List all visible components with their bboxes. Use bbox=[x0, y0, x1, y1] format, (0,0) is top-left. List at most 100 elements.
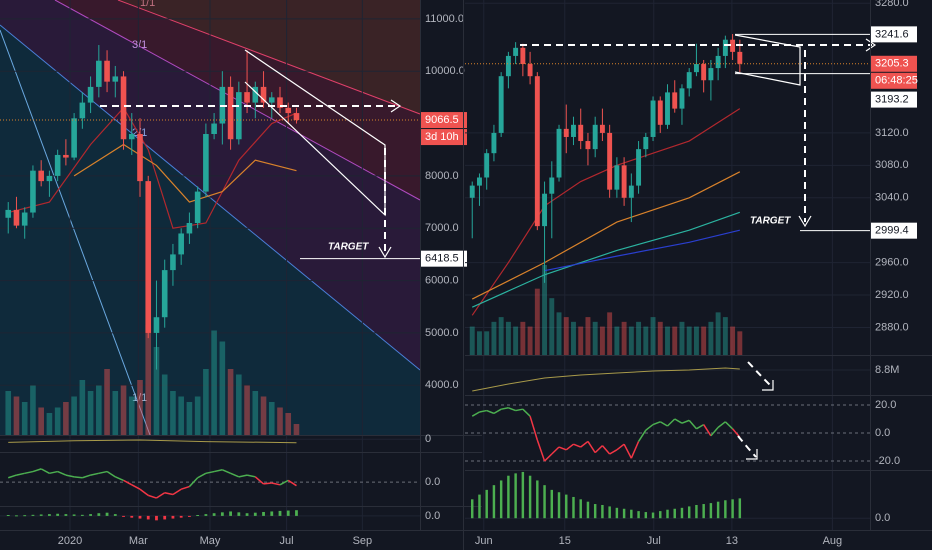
candle-body bbox=[672, 92, 678, 109]
histogram-bar bbox=[245, 513, 249, 516]
oscillator-segment bbox=[82, 474, 91, 479]
oscillator-segment bbox=[601, 445, 611, 455]
level-label: 3241.6 bbox=[875, 28, 909, 40]
level-label: 6418.5 bbox=[425, 253, 459, 265]
candle-body bbox=[556, 128, 562, 178]
oscillator-segment bbox=[156, 492, 166, 499]
level-label-bg bbox=[871, 222, 917, 239]
arrow-head bbox=[746, 449, 758, 460]
candle-body bbox=[477, 177, 482, 186]
histogram-bar bbox=[528, 475, 532, 519]
histogram-bar bbox=[171, 515, 175, 519]
x-tick-label: Aug bbox=[823, 535, 843, 547]
candle-body bbox=[277, 97, 283, 108]
price-label-bg bbox=[871, 55, 917, 72]
oscillator-segment bbox=[696, 423, 705, 430]
candle-body bbox=[737, 51, 743, 64]
candle-body bbox=[194, 191, 201, 223]
histogram-bar bbox=[89, 514, 92, 516]
oscillator-segment bbox=[717, 421, 726, 428]
histogram-bar bbox=[262, 511, 265, 516]
histogram-bar bbox=[485, 489, 488, 519]
histogram-bar bbox=[146, 515, 150, 520]
volume-bar bbox=[636, 321, 642, 355]
volume-bar bbox=[87, 391, 94, 435]
volume-bar bbox=[686, 326, 692, 355]
y-tick-label: 2920.0 bbox=[875, 289, 909, 301]
oscillator-segment bbox=[508, 407, 516, 412]
y-tick-label: 3080.0 bbox=[875, 159, 909, 171]
drawings bbox=[100, 34, 877, 460]
candle-body bbox=[621, 165, 627, 198]
oscillator-segment bbox=[659, 421, 668, 427]
y-tick-label: 6000.0 bbox=[425, 274, 459, 286]
y-tick-label: 5000.0 bbox=[425, 327, 459, 339]
volume-bar bbox=[585, 317, 591, 355]
candle-body bbox=[260, 86, 267, 103]
x-tick-label: May bbox=[200, 535, 221, 547]
volume-bar bbox=[244, 385, 250, 435]
histogram-bar bbox=[471, 499, 474, 519]
oscillator-segment bbox=[24, 470, 34, 475]
histogram-bar bbox=[6, 515, 10, 516]
histogram-bar bbox=[579, 499, 582, 519]
candle-body bbox=[722, 39, 728, 56]
candle-body bbox=[484, 153, 490, 178]
last-price-label: 9066.5 bbox=[425, 114, 459, 126]
last-price-label: 3205.3 bbox=[875, 58, 909, 70]
countdown-bg bbox=[421, 129, 467, 146]
histogram-bar bbox=[492, 485, 496, 519]
volume-bar bbox=[211, 330, 217, 435]
y-tick-label: 3280.0 bbox=[875, 0, 909, 9]
x-tick-label: Jun bbox=[475, 535, 493, 547]
oscillator-segment bbox=[544, 453, 553, 462]
histogram-bar bbox=[64, 514, 68, 516]
volume-bar bbox=[542, 265, 548, 355]
x-tick-label: Jul bbox=[280, 535, 294, 547]
oscillator-segment bbox=[558, 446, 567, 451]
oscillator-segment bbox=[674, 418, 683, 424]
volume-bar bbox=[285, 413, 292, 435]
volume-bar bbox=[112, 391, 119, 435]
candle-body bbox=[104, 60, 110, 82]
candle-body bbox=[227, 86, 234, 140]
volume-bar bbox=[46, 413, 53, 435]
volume-bar bbox=[505, 321, 511, 355]
oscillator-segment bbox=[630, 441, 640, 459]
y-tick-label: 2960.0 bbox=[875, 257, 909, 269]
candle-body bbox=[571, 124, 576, 137]
candle-body bbox=[236, 92, 242, 140]
candle-body bbox=[30, 170, 36, 213]
countdown-bg bbox=[871, 72, 917, 89]
candle-body bbox=[578, 124, 584, 142]
oscillator-segment bbox=[139, 488, 149, 496]
oscillator-segment bbox=[213, 469, 223, 473]
oscillator-segment bbox=[565, 443, 574, 451]
channel-label: 1/1 bbox=[140, 0, 155, 9]
histogram-bar bbox=[237, 512, 241, 516]
volume-bar bbox=[71, 396, 77, 435]
histogram-bar bbox=[565, 494, 568, 519]
y-tick-label: 10000.0 bbox=[425, 65, 465, 77]
histogram-bar bbox=[196, 515, 200, 516]
candle-body bbox=[38, 170, 44, 182]
volume-bar bbox=[527, 326, 533, 355]
y-tick-label: 20.0 bbox=[875, 399, 896, 411]
oscillator-segment bbox=[222, 469, 231, 475]
oscillator-segment bbox=[131, 484, 141, 490]
histogram-bar bbox=[593, 504, 597, 519]
oscillator-segment bbox=[710, 426, 719, 437]
histogram-bar bbox=[179, 515, 183, 518]
oscillator-segment bbox=[164, 492, 174, 496]
candle-body bbox=[21, 212, 28, 226]
volume-bar bbox=[708, 321, 714, 355]
candle-body bbox=[244, 92, 250, 103]
candle-body bbox=[527, 64, 533, 77]
candle-body bbox=[599, 124, 605, 133]
histogram-bar bbox=[220, 512, 224, 516]
volume-bar bbox=[650, 317, 656, 355]
oscillator-segment bbox=[471, 411, 480, 417]
volume-bar bbox=[599, 326, 605, 355]
histogram-bar bbox=[478, 494, 481, 519]
